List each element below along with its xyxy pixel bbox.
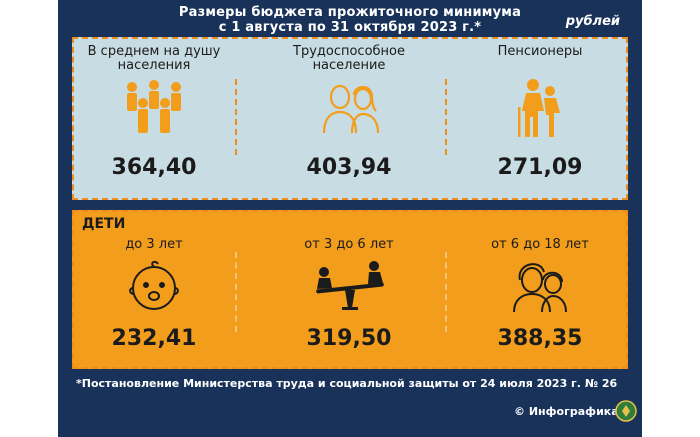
- footnote: *Постановление Министерства труда и соци…: [76, 377, 618, 390]
- seesaw-icon: [316, 261, 384, 310]
- baby-face-icon: [129, 260, 179, 310]
- adults-average-column: В среднем на душу населения 364,40: [74, 39, 234, 198]
- unit-label: рублей: [565, 14, 620, 29]
- pensioners-label: Пенсионеры: [497, 44, 583, 59]
- children-under3-value: 232,41: [111, 326, 197, 351]
- children-3to6-label: от 3 до 6 лет: [304, 237, 394, 252]
- column-divider: [235, 79, 237, 155]
- children-under3-label: до 3 лет: [125, 237, 183, 252]
- children-3to6-column: от 3 до 6 лет 319,50: [254, 212, 444, 367]
- children-6to18-column: от 6 до 18 лет 388,35: [454, 212, 626, 367]
- children-panel: ДЕТИ до 3 лет 232,41 от 3 до 6 лет: [72, 210, 628, 369]
- column-divider: [235, 252, 237, 332]
- children-3to6-value: 319,50: [306, 326, 392, 351]
- children-heading: ДЕТИ: [82, 216, 126, 232]
- title-line-2: с 1 августа по 31 октября 2023 г.*: [218, 20, 482, 35]
- emblem-logo-icon: [615, 400, 637, 422]
- children-6to18-value: 388,35: [497, 326, 583, 351]
- adults-working-label: Трудоспособное население: [293, 44, 405, 73]
- adults-average-label: В среднем на душу населения: [87, 44, 221, 73]
- adults-working-value: 403,94: [306, 155, 392, 180]
- infographic-title: Размеры бюджета прожиточного минимума с …: [58, 5, 642, 35]
- pensioners-value: 271,09: [497, 155, 583, 180]
- adults-average-value: 364,40: [111, 155, 197, 180]
- teenagers-icon: [513, 263, 567, 313]
- infographic-card: Размеры бюджета прожиточного минимума с …: [58, 0, 642, 437]
- crowd-icon: [127, 80, 181, 133]
- credit-label: © Инфографика: [514, 405, 619, 418]
- pensioners-column: Пенсионеры 271,09: [454, 39, 626, 198]
- couple-icon: [322, 84, 380, 134]
- adults-panel: В среднем на душу населения 364,40 Трудо…: [72, 37, 628, 200]
- column-divider: [445, 79, 447, 155]
- adults-working-column: Трудоспособное население 403,94: [254, 39, 444, 198]
- children-6to18-label: от 6 до 18 лет: [491, 237, 589, 252]
- children-under3-column: до 3 лет 232,41: [74, 212, 234, 367]
- title-line-1: Размеры бюджета прожиточного минимума: [178, 5, 522, 20]
- column-divider: [445, 252, 447, 332]
- elderly-couple-icon: [518, 79, 560, 137]
